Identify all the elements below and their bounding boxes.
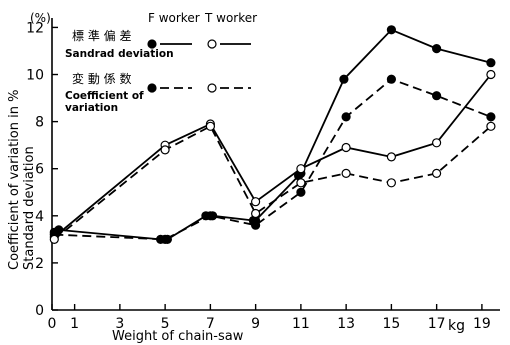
legend: F worker T worker 標 準 偏 差 Sandrad deviat… — [65, 11, 257, 114]
legend-row2-en-line1: Coefficient of — [65, 90, 144, 102]
series-f-sd-line — [53, 28, 492, 241]
x-tick-label-13: 13 — [337, 316, 355, 332]
series-t-cv-point-1 — [160, 145, 170, 155]
series-t-sd-point-6 — [386, 152, 396, 162]
legend-f-cv-marker — [147, 83, 157, 93]
series-f-cv — [49, 74, 496, 244]
x-tick-label-5: 5 — [161, 316, 170, 332]
x-axis-label: Weight of chain-saw — [112, 329, 244, 344]
series-f-cv-point-6 — [386, 74, 396, 84]
series-t-cv-point-3 — [251, 208, 261, 219]
series-f-cv-point-5 — [341, 112, 351, 122]
series-t-cv-point-0 — [49, 234, 59, 244]
series-layer — [49, 25, 496, 244]
y-axis-label-line2: Standard deviation — [22, 146, 37, 270]
legend-header-f: F worker — [148, 11, 200, 25]
y-unit-label: (%) — [30, 11, 51, 25]
legend-f-sd-marker — [147, 39, 157, 49]
x-unit-label: kg — [448, 318, 465, 334]
series-f-sd-point-12 — [432, 43, 442, 54]
y-axis-label-line1: Coefficient of variation in % — [7, 90, 22, 270]
x-tick-label-17: 17 — [428, 316, 446, 332]
legend-row1-en: Sandrad deviation — [65, 48, 174, 60]
series-f-sd-point-13 — [486, 58, 496, 68]
y-tick-label-4: 4 — [35, 209, 44, 225]
series-f-cv-point-8 — [486, 112, 496, 122]
series-f-sd-point-10 — [339, 74, 349, 84]
series-t-cv-line — [53, 125, 492, 241]
series-f-cv-line — [54, 78, 492, 241]
series-f-cv-point-7 — [432, 91, 442, 101]
series-f-cv-point-3 — [251, 220, 261, 230]
series-t-sd-point-8 — [486, 69, 496, 80]
x-tick-label-15: 15 — [382, 316, 400, 332]
series-t-cv-point-8 — [486, 121, 496, 131]
y-tick-label-12: 12 — [26, 20, 44, 36]
series-t-sd-point-3 — [251, 197, 261, 207]
x-tick-label-3: 3 — [115, 316, 124, 332]
series-t-cv-point-4 — [296, 178, 306, 188]
series-t-sd-point-5 — [341, 142, 351, 153]
series-f-sd-point-11 — [386, 25, 396, 35]
series-t-cv-point-7 — [432, 168, 442, 178]
series-t-sd-point-4 — [296, 164, 306, 174]
axes — [51, 18, 500, 311]
y-tick-label-0: 0 — [35, 303, 44, 319]
x-tick-label-0: 0 — [48, 316, 57, 332]
x-tick-label-19: 19 — [473, 316, 491, 332]
series-t-cv-point-5 — [341, 168, 351, 178]
legend-t-sd-marker — [207, 39, 217, 49]
series-t-cv — [49, 121, 496, 244]
series-f-cv-point-2 — [205, 211, 215, 221]
legend-row2-en-line2: variation — [65, 102, 118, 114]
x-tick-label-9: 9 — [251, 316, 260, 332]
y-tick-label-2: 2 — [35, 256, 44, 272]
series-f-cv-point-4 — [296, 187, 306, 197]
legend-row2-jp: 変 動 係 数 — [72, 71, 131, 86]
series-t-sd-point-7 — [432, 138, 442, 148]
x-tick-label-7: 7 — [206, 316, 215, 332]
legend-header-t: T worker — [204, 11, 257, 25]
legend-row1-jp: 標 準 偏 差 — [72, 28, 131, 43]
series-t-cv-point-6 — [386, 178, 396, 188]
series-t-cv-point-2 — [205, 121, 215, 131]
y-tick-label-6: 6 — [35, 162, 44, 178]
x-tick-label-11: 11 — [292, 316, 310, 332]
x-tick-label-1: 1 — [70, 316, 79, 332]
y-tick-label-10: 10 — [26, 68, 44, 84]
series-f-cv-point-1 — [160, 234, 170, 244]
y-tick-label-8: 8 — [35, 115, 44, 131]
legend-t-cv-marker — [207, 83, 217, 93]
y-ticks: 0 2 4 6 8 10 12 — [26, 20, 58, 319]
x-ticks: 0 1 3 5 7 9 11 13 15 17 19 — [48, 304, 491, 332]
